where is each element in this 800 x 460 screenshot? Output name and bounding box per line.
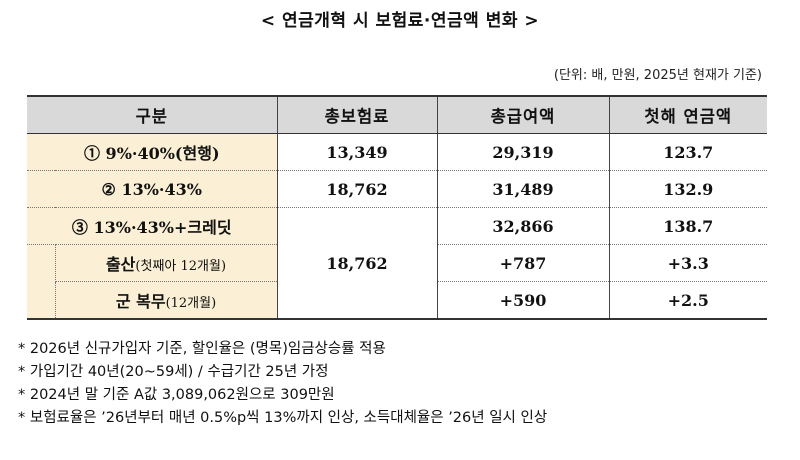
- benefit-cell: 29,319: [437, 133, 610, 171]
- table-row: ② 13%·43% 18,762 31,489 132.9: [27, 170, 767, 208]
- header-total-premium: 총보험료: [277, 95, 438, 134]
- footnote: * 2024년 말 기준 A값 3,089,062원으로 309만원: [18, 387, 335, 403]
- subrow-label: 출산(첫째아 12개월): [54, 244, 278, 282]
- premium-cell-merged: 18,762: [277, 207, 438, 320]
- table-row: ③ 13%·43%+크레딧 18,762 32,866 138.7: [27, 207, 767, 320]
- table-header-row: 구분 총보험료 총급여액 첫해 연금액: [27, 95, 767, 134]
- table-row: ① 9%·40%(현행) 13,349 29,319 123.7: [27, 133, 767, 171]
- footnotes: * 2026년 신규가입자 기준, 할인율은 (명목)임금상승률 적용 * 가입…: [18, 338, 798, 430]
- indent-cell: [27, 244, 55, 282]
- table-subrow: 출산(첫째아 12개월) +787 +3.3: [27, 244, 767, 282]
- first-year-cell: 132.9: [609, 170, 767, 208]
- header-total-benefit: 총급여액: [437, 95, 610, 134]
- benefit-cell: 31,489: [437, 170, 610, 208]
- row-label: ③ 13%·43%+크레딧: [27, 207, 278, 245]
- subrow-label-main: 군 복무: [115, 292, 166, 311]
- first-year-cell: 123.7: [609, 133, 767, 171]
- benefit-cell: +590: [437, 281, 610, 320]
- footnote: * 가입기간 40년(20~59세) / 수급기간 25년 가정: [18, 364, 329, 380]
- row-label: ① 9%·40%(현행): [27, 133, 278, 171]
- subrow-label: 군 복무(12개월): [54, 281, 278, 320]
- footnote: * 2026년 신규가입자 기준, 할인율은 (명목)임금상승률 적용: [18, 341, 386, 357]
- pension-table: 구분 총보험료 총급여액 첫해 연금액 ① 9%·40%(현행) 13,349 …: [27, 95, 767, 320]
- subrow-label-note: (첫째아 12개월): [135, 259, 227, 274]
- unit-note: (단위: 배, 만원, 2025년 현재가 기준): [553, 68, 762, 83]
- row-label: ② 13%·43%: [27, 170, 278, 208]
- benefit-cell: +787: [437, 244, 610, 282]
- header-first-year-pension: 첫해 연금액: [609, 95, 767, 134]
- header-category: 구분: [27, 95, 278, 134]
- first-year-cell: +2.5: [609, 281, 767, 320]
- subrow-label-note: (12개월): [165, 296, 217, 311]
- first-year-cell: +3.3: [609, 244, 767, 282]
- first-year-cell: 138.7: [609, 207, 767, 245]
- benefit-cell: 32,866: [437, 207, 610, 245]
- premium-cell: 13,349: [277, 133, 438, 171]
- table-subrow: 군 복무(12개월) +590 +2.5: [27, 281, 767, 320]
- footnote: * 보험료율은 ’26년부터 매년 0.5%p씩 13%까지 인상, 소득대체율…: [18, 410, 548, 426]
- premium-cell: 18,762: [277, 170, 438, 208]
- indent-cell: [27, 281, 55, 320]
- page-title: < 연금개혁 시 보험료·연금액 변화 >: [260, 11, 540, 31]
- subrow-label-main: 출산: [105, 255, 136, 274]
